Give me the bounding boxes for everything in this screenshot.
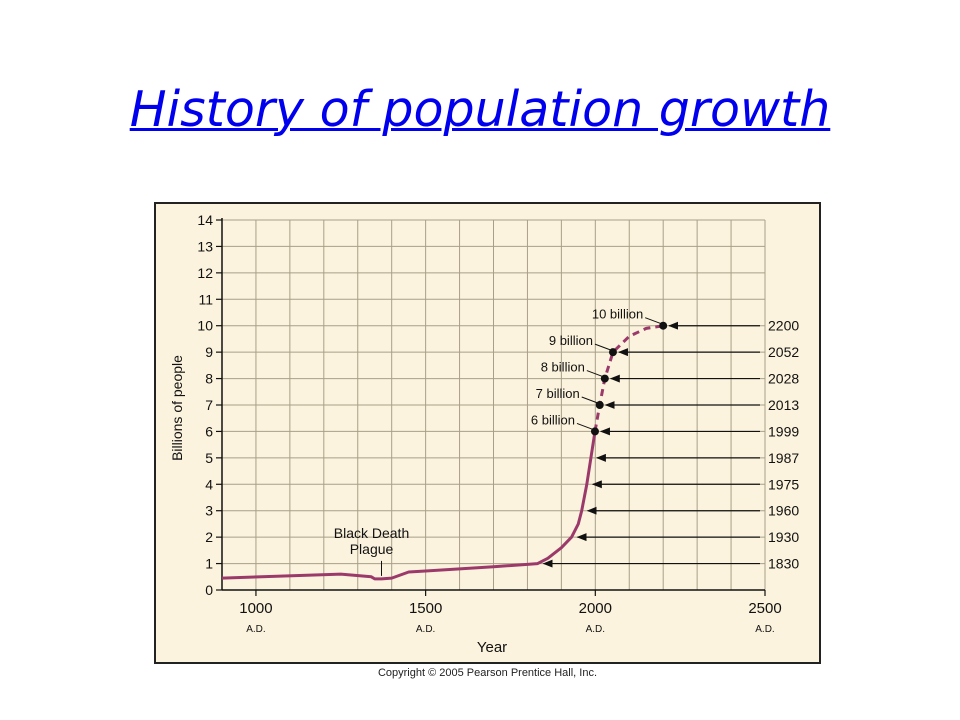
- y-tick-label: 1: [205, 556, 213, 572]
- x-tick-label: 2000: [579, 600, 612, 617]
- copyright-notice: Copyright © 2005 Pearson Prentice Hall, …: [377, 667, 598, 679]
- milestone-leader: [576, 422, 594, 430]
- year-arrow-label: 1830: [768, 556, 799, 572]
- milestone-leader: [586, 370, 603, 378]
- title-link[interactable]: History of population growth: [129, 81, 831, 138]
- milestone-label: 10 billion: [592, 307, 643, 322]
- x-axis-title: Year: [477, 639, 507, 656]
- year-arrow-label: 2013: [768, 397, 799, 413]
- y-tick-label: 2: [205, 529, 213, 545]
- year-arrow-label: 1999: [768, 423, 799, 439]
- milestone-leader: [645, 317, 662, 325]
- milestone-label: 7 billion: [536, 386, 580, 401]
- y-tick-label: 13: [197, 238, 213, 254]
- year-arrow-label: 2052: [768, 344, 799, 360]
- annotation-label: Black Death: [334, 525, 409, 541]
- year-arrow-label: 1930: [768, 529, 799, 545]
- milestone-label: 8 billion: [541, 360, 585, 375]
- milestone-leader: [581, 396, 598, 404]
- year-arrow-label: 1987: [768, 450, 799, 466]
- historical-population-line: [221, 431, 597, 581]
- y-tick-label: 14: [197, 212, 213, 228]
- y-tick-label: 0: [205, 582, 213, 598]
- y-tick-label: 5: [205, 450, 213, 466]
- milestone-leader: [594, 343, 612, 351]
- y-tick-label: 11: [198, 291, 213, 307]
- y-tick-label: 7: [205, 397, 213, 413]
- y-tick-label: 4: [205, 476, 213, 492]
- year-arrow-label: 1960: [768, 503, 799, 519]
- y-tick-label: 10: [197, 318, 213, 334]
- annotation-label: Plague: [350, 541, 394, 557]
- x-tick-label: 1500: [409, 600, 442, 617]
- milestone-label: 9 billion: [549, 333, 593, 348]
- y-tick-label: 8: [205, 371, 213, 387]
- chart-panel: [154, 202, 821, 664]
- x-tick-label: 1000: [239, 600, 272, 617]
- y-tick-label: 6: [205, 423, 213, 439]
- y-tick-label: 3: [205, 503, 213, 519]
- page-title[interactable]: History of population growth: [0, 80, 960, 140]
- year-arrow-label: 1975: [768, 476, 799, 492]
- year-arrow-label: 2200: [768, 318, 799, 334]
- y-axis-title: Billions of people: [169, 355, 185, 461]
- x-tick-sublabel: A.D.: [755, 624, 774, 635]
- x-tick-sublabel: A.D.: [586, 624, 605, 635]
- x-tick-sublabel: A.D.: [416, 624, 435, 635]
- x-tick-label: 2500: [748, 600, 781, 617]
- milestone-label: 6 billion: [531, 412, 575, 427]
- y-tick-label: 12: [197, 265, 213, 281]
- x-tick-sublabel: A.D.: [246, 624, 265, 635]
- year-arrow-label: 2028: [768, 371, 799, 387]
- y-tick-label: 9: [205, 344, 213, 360]
